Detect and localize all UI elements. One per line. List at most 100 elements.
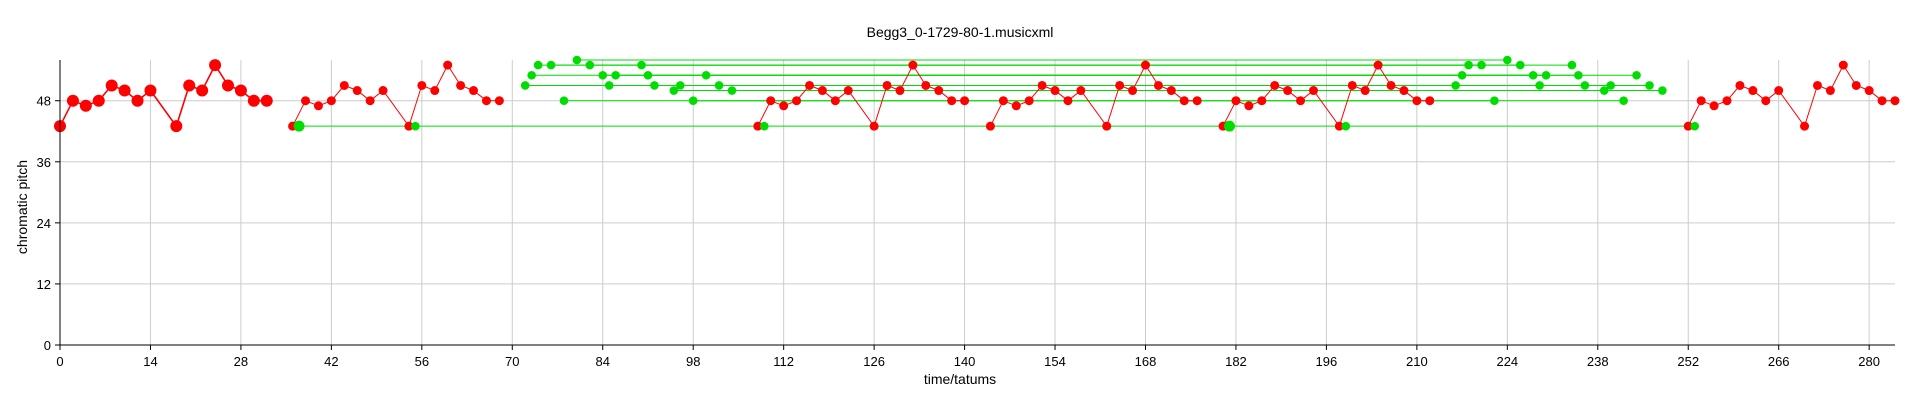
- melody-point: [66, 94, 79, 107]
- melody-point: [1877, 96, 1887, 106]
- melody-line: [989, 64, 1198, 128]
- pattern-points: [293, 55, 1700, 132]
- melody-point: [960, 96, 970, 106]
- pattern-point: [293, 120, 305, 132]
- melody-point: [1140, 60, 1150, 70]
- melody-point: [481, 96, 491, 106]
- pattern-point: [604, 81, 614, 90]
- pattern-point: [650, 81, 659, 90]
- pattern-point: [611, 70, 620, 80]
- pattern-point: [643, 70, 653, 80]
- pattern-point: [572, 55, 582, 65]
- pattern-point: [1619, 96, 1628, 106]
- melody-point: [1283, 86, 1293, 96]
- melody-point: [352, 86, 362, 96]
- y-tick-label: 12: [37, 277, 51, 292]
- melody-point: [947, 96, 957, 106]
- pattern-point: [701, 70, 711, 80]
- x-axis-label: time/tatums: [924, 371, 996, 387]
- x-tick-label: 28: [234, 354, 248, 369]
- melody-point: [792, 96, 802, 106]
- pattern-point: [1464, 60, 1473, 70]
- melody-point: [1270, 80, 1280, 90]
- melody-point: [779, 101, 789, 111]
- pattern-point: [1690, 121, 1700, 131]
- pattern-point: [1645, 81, 1654, 90]
- pattern-point: [1457, 70, 1467, 80]
- pattern-point: [411, 121, 420, 131]
- pattern-point: [559, 96, 569, 106]
- pattern-point: [1528, 70, 1538, 80]
- pattern-point: [1541, 70, 1551, 80]
- melody-point: [1244, 101, 1254, 111]
- melody-point: [1696, 96, 1706, 106]
- pattern-point: [1503, 55, 1512, 65]
- melody-line: [59, 63, 267, 128]
- x-tick-label: 196: [1316, 354, 1338, 369]
- pattern-point: [1535, 81, 1544, 90]
- melody-point: [105, 79, 118, 92]
- melody-point: [1011, 101, 1021, 111]
- melody-point: [1063, 96, 1073, 106]
- x-tick-label: 56: [415, 354, 429, 369]
- y-tick-label: 0: [44, 338, 51, 353]
- pattern-point: [598, 70, 608, 80]
- melody-point: [365, 96, 375, 106]
- pattern-point: [675, 81, 685, 90]
- melody-point: [895, 86, 905, 96]
- x-tick-label: 266: [1768, 354, 1790, 369]
- melody-point: [326, 96, 336, 106]
- melody-point: [1761, 96, 1771, 106]
- melody-point: [1115, 80, 1125, 90]
- melody-point: [998, 96, 1008, 106]
- melody-point: [430, 86, 440, 96]
- melody-point: [1050, 86, 1060, 96]
- x-tick-label: 182: [1225, 354, 1247, 369]
- x-tick-label: 112: [773, 354, 794, 369]
- melody-point: [378, 86, 388, 96]
- melody-point: [456, 80, 466, 90]
- melody-point: [1179, 96, 1189, 106]
- pattern-point: [1599, 86, 1609, 95]
- x-tick-label: 210: [1406, 354, 1428, 369]
- melody-point: [1037, 80, 1047, 90]
- melody-point: [1735, 80, 1745, 90]
- melody-point: [260, 94, 273, 107]
- melody-point: [494, 96, 504, 106]
- melody-point: [1076, 86, 1086, 96]
- melody-point: [830, 96, 840, 106]
- melody-line: [1687, 64, 1895, 128]
- pattern-point: [1451, 81, 1460, 90]
- melody-line: [1222, 64, 1430, 128]
- melody-point: [934, 86, 944, 96]
- melody-point: [417, 80, 427, 90]
- axes: 0 14 28 42 56 70 84 98 112 126 140 154 168 182 196 210 2…: [37, 60, 1895, 369]
- melody-point: [247, 94, 260, 107]
- pattern-point: [1574, 70, 1583, 80]
- pattern-point: [669, 86, 679, 95]
- melody-point: [79, 99, 92, 112]
- melody-point: [921, 80, 931, 90]
- pattern-point: [1515, 60, 1525, 70]
- melody-point: [1864, 86, 1874, 96]
- melody-point: [1231, 96, 1241, 106]
- x-tick-label: 126: [863, 354, 885, 369]
- melody-point: [1412, 96, 1422, 106]
- melody-point: [170, 120, 183, 133]
- melody-point: [234, 84, 247, 97]
- melody-point: [339, 80, 349, 90]
- y-axis-label: chromatic pitch: [14, 160, 30, 254]
- melody-point: [1851, 80, 1861, 90]
- melody-point: [1825, 86, 1835, 96]
- melody-line: [292, 64, 500, 128]
- x-tick-label: 140: [954, 354, 976, 369]
- melody-point: [805, 80, 815, 90]
- pattern-point: [1567, 60, 1577, 70]
- melody-point: [843, 86, 853, 96]
- y-tick-label: 48: [37, 94, 51, 109]
- pattern-point: [1477, 60, 1486, 70]
- melody-point: [443, 60, 453, 70]
- melody-point: [1890, 96, 1900, 106]
